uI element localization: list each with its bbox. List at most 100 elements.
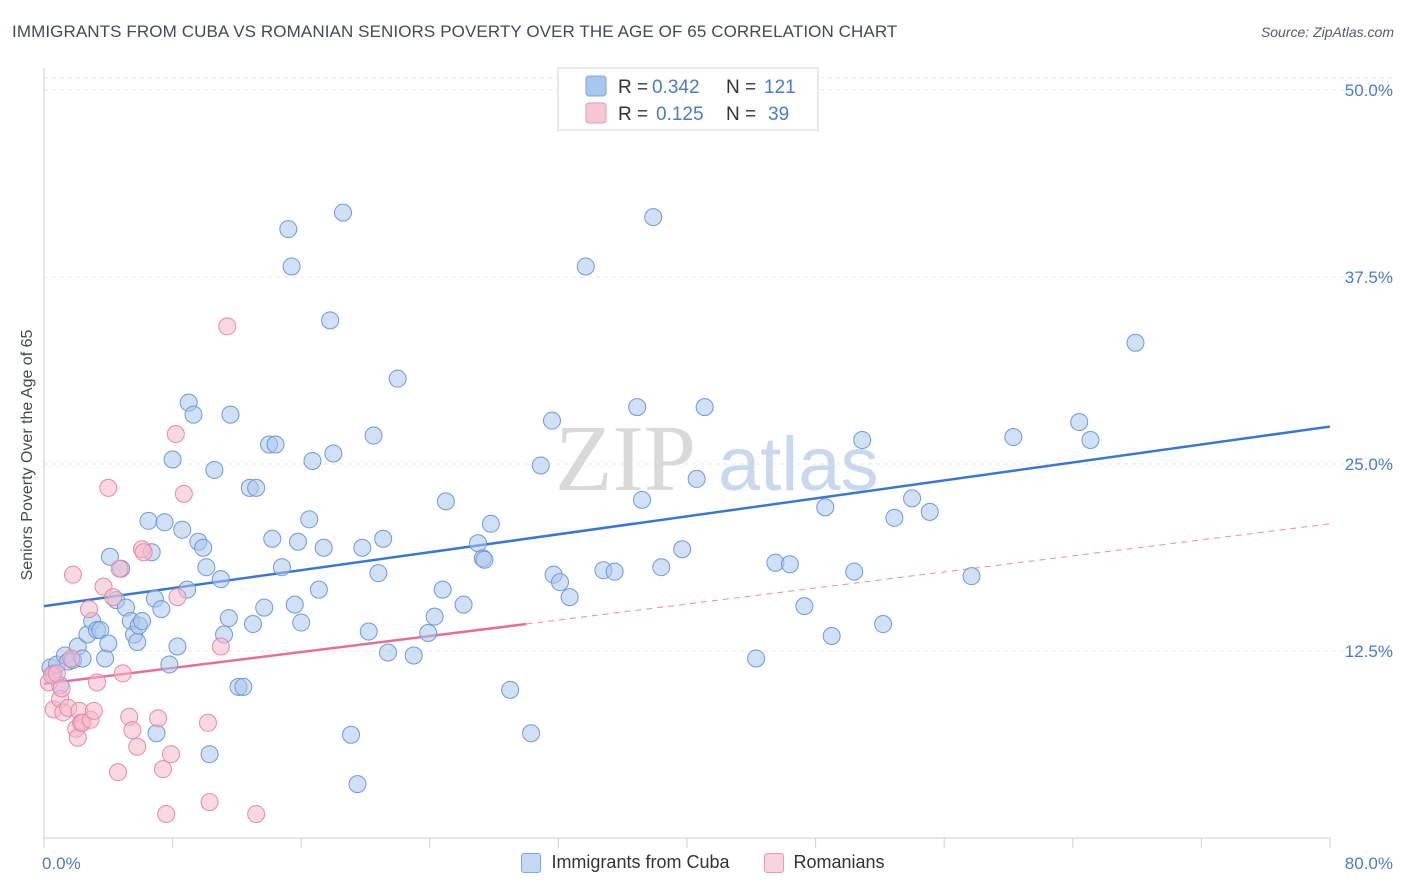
- point-romanians: [84, 701, 103, 720]
- point-romanians: [99, 478, 118, 497]
- trend-line-cuba: [43, 425, 1331, 608]
- point-cuba: [139, 511, 158, 530]
- point-cuba: [404, 646, 423, 665]
- axes: [43, 68, 1331, 848]
- point-cuba: [885, 508, 904, 527]
- legend-r-value-cuba: 0.342: [652, 77, 700, 98]
- point-cuba: [309, 580, 328, 599]
- point-cuba: [469, 534, 488, 553]
- point-cuba: [628, 398, 647, 417]
- point-cuba: [133, 612, 152, 631]
- point-cuba: [551, 573, 570, 592]
- point-cuba: [160, 655, 179, 674]
- x-tick-labels: 0.0% 80.0%: [42, 854, 1393, 873]
- point-cuba: [321, 311, 340, 330]
- point-cuba: [205, 460, 224, 479]
- point-cuba: [292, 613, 311, 632]
- point-romanians: [153, 760, 172, 779]
- point-cuba: [673, 540, 692, 559]
- point-cuba: [454, 595, 473, 614]
- point-cuba: [184, 405, 203, 424]
- point-cuba: [364, 426, 383, 445]
- point-cuba: [433, 580, 452, 599]
- bottom-legend-item-romanians: Romanians: [763, 852, 885, 873]
- point-cuba: [605, 562, 624, 581]
- point-cuba: [920, 502, 939, 521]
- point-cuba: [333, 203, 352, 222]
- point-romanians: [110, 559, 129, 578]
- point-cuba: [255, 598, 274, 617]
- point-cuba: [369, 564, 388, 583]
- point-romanians: [68, 728, 87, 747]
- legend-swatch-romanians: [585, 102, 607, 124]
- point-cuba: [300, 510, 319, 529]
- point-cuba: [531, 456, 550, 475]
- point-cuba: [576, 257, 595, 276]
- point-romanians: [149, 709, 168, 728]
- point-cuba: [816, 498, 835, 517]
- bottom-legend-item-cuba: Immigrants from Cuba: [521, 852, 730, 873]
- point-romanians: [113, 664, 132, 683]
- point-cuba: [200, 745, 219, 764]
- bottom-legend-label-romanians: Romanians: [793, 852, 885, 872]
- point-cuba: [91, 621, 110, 640]
- trend-line-romanians-extension: [526, 523, 1331, 625]
- point-cuba: [348, 775, 367, 794]
- y-tick-labels: 12.5% 25.0% 37.5% 50.0%: [1345, 81, 1393, 661]
- point-romanians: [161, 745, 180, 764]
- y-tick-label: 25.0%: [1345, 455, 1393, 474]
- point-romanians: [218, 317, 237, 336]
- point-cuba: [822, 627, 841, 646]
- point-cuba: [285, 595, 304, 614]
- point-cuba: [1126, 333, 1145, 352]
- bottom-legend-label-cuba: Immigrants from Cuba: [551, 852, 730, 872]
- legend-swatch-cuba: [585, 75, 607, 97]
- point-cuba: [221, 405, 240, 424]
- point-cuba: [247, 478, 266, 497]
- data-points: [39, 203, 1145, 824]
- watermark-atlas: atlas: [718, 422, 879, 507]
- point-romanians: [123, 721, 142, 740]
- legend: R = 0.342 N = 121 R = 0.125 N = 39: [557, 67, 819, 131]
- chart-title: IMMIGRANTS FROM CUBA VS ROMANIAN SENIORS…: [12, 22, 898, 41]
- point-cuba: [687, 469, 706, 488]
- point-cuba: [100, 547, 119, 566]
- point-cuba: [874, 615, 893, 634]
- point-romanians: [211, 637, 230, 656]
- point-cuba: [147, 724, 166, 743]
- point-cuba: [1081, 431, 1100, 450]
- watermark-zip: ZIP: [555, 407, 696, 511]
- point-cuba: [780, 555, 799, 574]
- point-cuba: [282, 257, 301, 276]
- point-cuba: [542, 411, 561, 430]
- bottom-legend-swatch-romanians: [763, 852, 784, 873]
- point-cuba: [845, 562, 864, 581]
- point-romanians: [62, 649, 81, 668]
- point-cuba: [194, 538, 213, 557]
- source-credit: Source: ZipAtlas.com: [1260, 24, 1394, 40]
- point-cuba: [436, 492, 455, 511]
- point-cuba: [501, 680, 520, 699]
- point-cuba: [1070, 413, 1089, 432]
- point-cuba: [644, 208, 663, 227]
- point-cuba: [155, 513, 174, 532]
- point-cuba: [632, 490, 651, 509]
- point-cuba: [374, 529, 393, 548]
- point-cuba: [522, 724, 541, 743]
- point-cuba: [288, 532, 307, 551]
- point-cuba: [243, 615, 262, 634]
- point-cuba: [152, 600, 171, 619]
- point-cuba: [266, 435, 285, 454]
- point-cuba: [342, 725, 361, 744]
- point-cuba: [263, 529, 282, 548]
- point-cuba: [303, 451, 322, 470]
- point-cuba: [168, 637, 187, 656]
- point-romanians: [134, 543, 153, 562]
- point-cuba: [652, 558, 671, 577]
- point-cuba: [99, 634, 118, 653]
- point-cuba: [324, 444, 343, 463]
- point-cuba: [1004, 428, 1023, 447]
- point-romanians: [168, 588, 187, 607]
- point-cuba: [481, 514, 500, 533]
- point-romanians: [47, 664, 66, 683]
